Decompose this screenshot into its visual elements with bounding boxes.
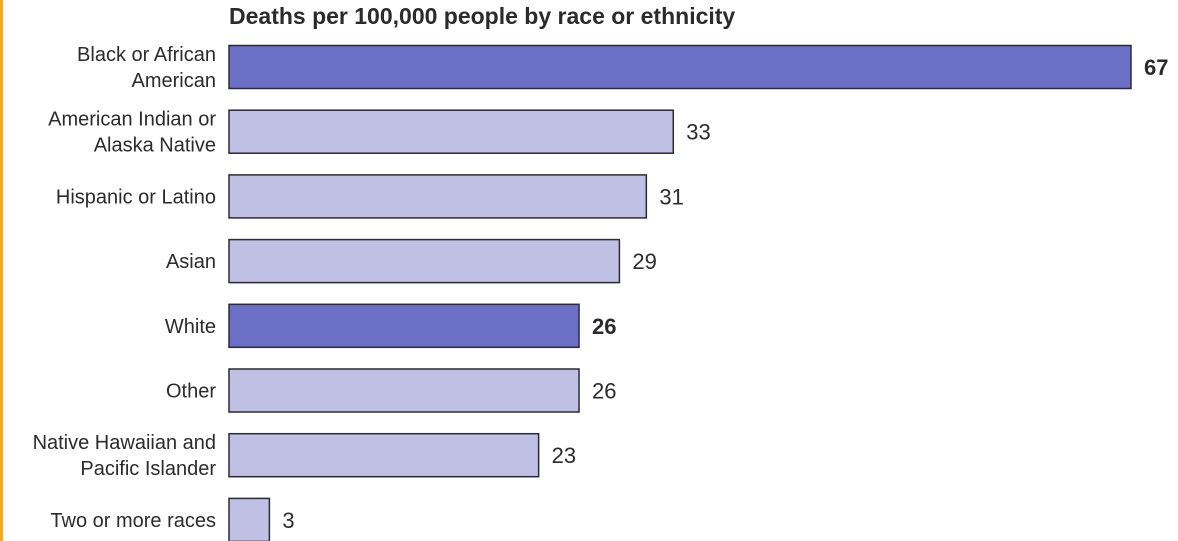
category-label: Two or more races [50, 510, 216, 532]
value-label: 3 [282, 508, 294, 533]
bar [228, 109, 675, 154]
category-label: Asian [166, 251, 216, 273]
category-label-line: Native Hawaiian and [33, 432, 216, 454]
category-label-line: Hispanic or Latino [56, 186, 216, 208]
category-label: Hispanic or Latino [56, 186, 216, 208]
category-label-line: Other [166, 381, 216, 403]
category-labels: Black or African American American Indian … [33, 44, 217, 532]
value-label: 31 [659, 184, 683, 209]
category-label-line: American Indian or [48, 109, 216, 131]
bar [228, 238, 621, 284]
category-label: American Indian or Alaska Native [48, 109, 216, 157]
category-label-line: Alaska Native [94, 135, 216, 157]
category-label-line: Asian [166, 251, 216, 273]
accent-edge [0, 0, 3, 541]
bar [228, 44, 1132, 90]
category-label-line: White [165, 316, 216, 338]
value-label: 33 [686, 120, 710, 145]
category-label-line: Black or African [77, 44, 216, 66]
bar [228, 497, 271, 541]
value-label: 23 [552, 443, 576, 468]
category-label-line: Pacific Islander [80, 458, 216, 480]
chart-title: Deaths per 100,000 people by race or eth… [229, 3, 735, 29]
value-label: 26 [592, 379, 616, 404]
value-label: 29 [632, 249, 656, 274]
category-label: Black or African American [77, 44, 216, 92]
bars [228, 44, 1132, 541]
category-label: White [165, 316, 216, 338]
value-label: 67 [1144, 55, 1168, 80]
bar [228, 303, 580, 349]
category-label: Native Hawaiian and Pacific Islander [33, 432, 217, 480]
bar [228, 174, 648, 219]
category-label-line: Two or more races [50, 510, 216, 532]
bar [228, 368, 580, 413]
value-labels: 67 33 31 29 26 26 23 3 [282, 55, 1168, 533]
bar [228, 432, 540, 478]
value-label: 26 [592, 314, 616, 339]
category-label-line: American [132, 70, 216, 92]
category-label: Other [166, 381, 216, 403]
